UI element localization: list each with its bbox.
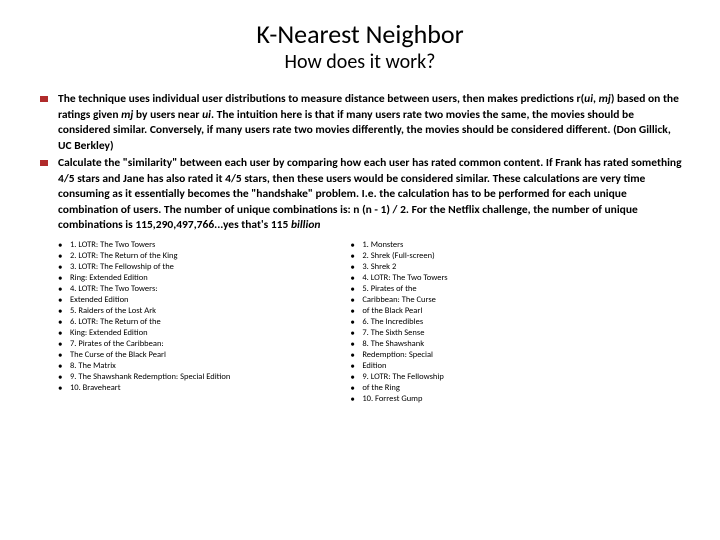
list-item: Caribbean: The Curse [350,295,447,306]
list-item: 4. LOTR: The Two Towers [350,273,447,284]
movie-list-right: 1. Monsters2. Shrek (Full-screen)3. Shre… [350,240,447,406]
list-item: 9. The Shawshank Redemption: Special Edi… [58,372,230,383]
list-item: 5. Pirates of the [350,284,447,295]
var-mj: mj [121,108,133,122]
list-item: 7. The Sixth Sense [350,328,447,339]
list-item: 7. Pirates of the Caribbean: [58,339,230,350]
list-item: 6. LOTR: The Return of the [58,317,230,328]
list-item: Edition [350,361,447,372]
list-item: Redemption: Special [350,350,447,361]
list-item: of the Ring [350,383,447,394]
emph-billion: billion [291,218,321,232]
list-item: 2. Shrek (Full-screen) [350,251,447,262]
list-item: 3. Shrek 2 [350,262,447,273]
list-item: 5. Raiders of the Lost Ark [58,306,230,317]
list-item: 2. LOTR: The Return of the King [58,251,230,262]
text: Calculate the "similarity" between each … [58,156,682,232]
slide-content: K-Nearest Neighbor How does it work? The… [0,0,720,425]
list-item: of the Black Pearl [350,306,447,317]
list-item: Extended Edition [58,295,230,306]
bullet-technique: The technique uses individual user distr… [36,92,684,154]
list-item: 8. The Matrix [58,361,230,372]
list-item: 9. LOTR: The Fellowship [350,372,447,383]
list-item: 10. Forrest Gump [350,394,447,405]
text: The technique uses individual user distr… [58,92,584,106]
list-item: 8. The Shawshank [350,339,447,350]
list-item: 3. LOTR: The Fellowship of the [58,262,230,273]
movie-columns: 1. LOTR: The Two Towers2. LOTR: The Retu… [36,240,684,406]
list-item: 10. Braveheart [58,383,230,394]
list-item: King: Extended Edition [58,328,230,339]
list-item: 1. LOTR: The Two Towers [58,240,230,251]
movie-list-left: 1. LOTR: The Two Towers2. LOTR: The Retu… [58,240,230,406]
list-item: 6. The Incredibles [350,317,447,328]
var-mj: mj [599,92,611,106]
list-item: 1. Monsters [350,240,447,251]
main-bullet-list: The technique uses individual user distr… [36,92,684,234]
list-item: Ring: Extended Edition [58,273,230,284]
list-item: 4. LOTR: The Two Towers: [58,284,230,295]
slide-subtitle: How does it work? [36,50,684,74]
var-ui: ui [584,92,593,106]
bullet-similarity: Calculate the "similarity" between each … [36,156,684,234]
text: by users near [133,108,202,122]
var-ui: ui [202,108,211,122]
slide-title: K-Nearest Neighbor [36,18,684,50]
list-item: The Curse of the Black Pearl [58,350,230,361]
